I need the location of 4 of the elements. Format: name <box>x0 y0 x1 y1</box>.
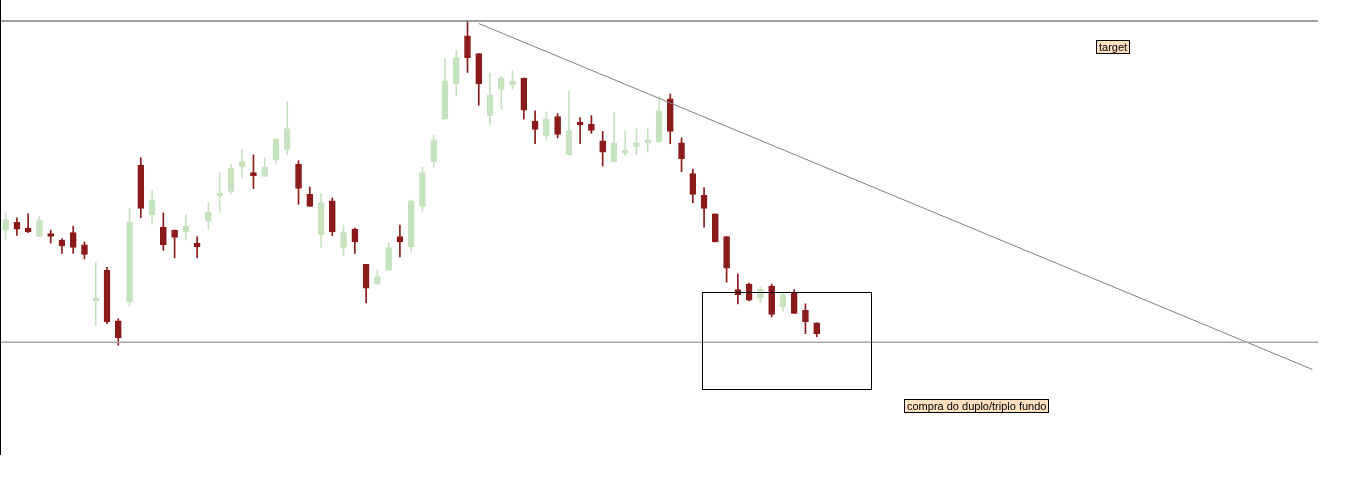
candlestick <box>238 148 246 178</box>
annotation: target <box>1096 40 1131 54</box>
text: compra do duplo/triplo fundo <box>904 399 1050 413</box>
candlestick <box>621 131 629 157</box>
